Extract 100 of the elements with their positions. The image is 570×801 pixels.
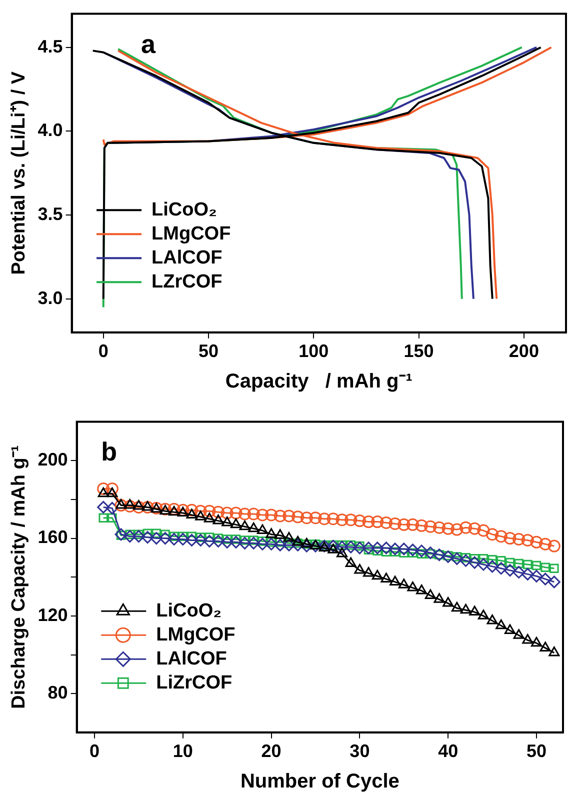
legend-label: LAlCOF <box>156 648 227 670</box>
x-tick-label: 10 <box>172 741 193 762</box>
point <box>486 528 499 541</box>
point <box>477 524 490 537</box>
point <box>336 548 348 558</box>
point <box>468 522 481 535</box>
point <box>512 532 526 546</box>
point <box>415 519 428 532</box>
point <box>372 570 383 580</box>
point <box>540 562 550 572</box>
point <box>523 560 532 570</box>
point <box>488 554 497 564</box>
point <box>168 532 180 546</box>
legend-label: LiCoO₂ <box>152 199 217 220</box>
point <box>522 634 534 644</box>
point <box>247 508 260 520</box>
point <box>97 500 110 514</box>
point <box>230 518 242 528</box>
point <box>176 504 190 516</box>
point <box>478 554 488 564</box>
point <box>204 512 215 522</box>
point <box>380 542 392 554</box>
point <box>532 560 542 570</box>
y-axis-title: Potential vs. (Li/Li⁺) / V <box>8 71 30 275</box>
point <box>469 606 480 616</box>
legend-label: LiZrCOF <box>156 672 232 694</box>
point <box>194 534 207 546</box>
x-tick-label: 50 <box>198 341 219 362</box>
point <box>415 544 428 558</box>
x-tick-label: 0 <box>90 741 100 762</box>
point <box>424 520 437 533</box>
point <box>548 540 560 552</box>
y-axis-title: Discharge Capacity / mAh g⁻¹ <box>8 445 30 709</box>
point <box>380 572 392 583</box>
point <box>238 536 252 550</box>
point <box>194 504 207 518</box>
point <box>451 602 462 612</box>
point <box>388 517 402 530</box>
point <box>124 499 136 509</box>
point <box>398 518 410 531</box>
point <box>177 506 188 517</box>
point <box>266 528 277 538</box>
x-tick-label: 100 <box>298 341 329 362</box>
point <box>362 542 375 554</box>
point <box>98 513 108 523</box>
point <box>530 536 543 548</box>
legend-label: LMgCOF <box>152 223 231 244</box>
point <box>238 508 252 520</box>
point <box>505 558 515 568</box>
point <box>550 564 559 574</box>
point <box>212 506 225 518</box>
point <box>398 542 410 556</box>
point <box>388 542 402 556</box>
point <box>185 504 198 516</box>
point <box>494 562 508 575</box>
point <box>504 564 516 577</box>
point <box>486 614 498 624</box>
point <box>256 538 269 550</box>
point <box>539 538 552 550</box>
x-tick-label: 200 <box>508 341 539 362</box>
legend-label: LAlCOF <box>152 247 222 268</box>
point <box>239 520 250 530</box>
point <box>248 522 260 532</box>
point <box>468 556 481 569</box>
point <box>494 530 508 543</box>
x-tick-label: 20 <box>261 741 282 762</box>
point <box>212 534 225 548</box>
x-tick-label: 40 <box>438 741 458 762</box>
point <box>424 589 436 600</box>
point <box>513 629 524 639</box>
point <box>504 624 516 634</box>
x-tick-label: 50 <box>526 741 546 762</box>
point <box>326 512 340 526</box>
point <box>371 516 384 528</box>
point <box>442 522 454 535</box>
y-tick-label: 80 <box>48 682 68 703</box>
point <box>354 564 366 574</box>
point <box>326 540 340 552</box>
point <box>460 554 472 567</box>
point <box>371 542 384 554</box>
point <box>450 523 464 536</box>
annotation: a <box>141 29 156 60</box>
point <box>168 502 180 516</box>
point <box>282 538 296 552</box>
point <box>344 514 358 526</box>
point <box>407 582 418 592</box>
point <box>106 482 118 496</box>
point <box>353 514 366 528</box>
point <box>530 636 542 647</box>
point <box>185 534 198 546</box>
point <box>496 619 507 630</box>
x-tick-label: 150 <box>404 341 434 362</box>
point <box>398 578 410 588</box>
x-axis-title: Number of Cycle <box>240 770 400 793</box>
point <box>424 546 437 560</box>
point <box>108 513 117 523</box>
point <box>548 646 560 656</box>
point <box>132 500 145 514</box>
point <box>98 487 109 498</box>
x-tick-label: 30 <box>350 741 370 762</box>
